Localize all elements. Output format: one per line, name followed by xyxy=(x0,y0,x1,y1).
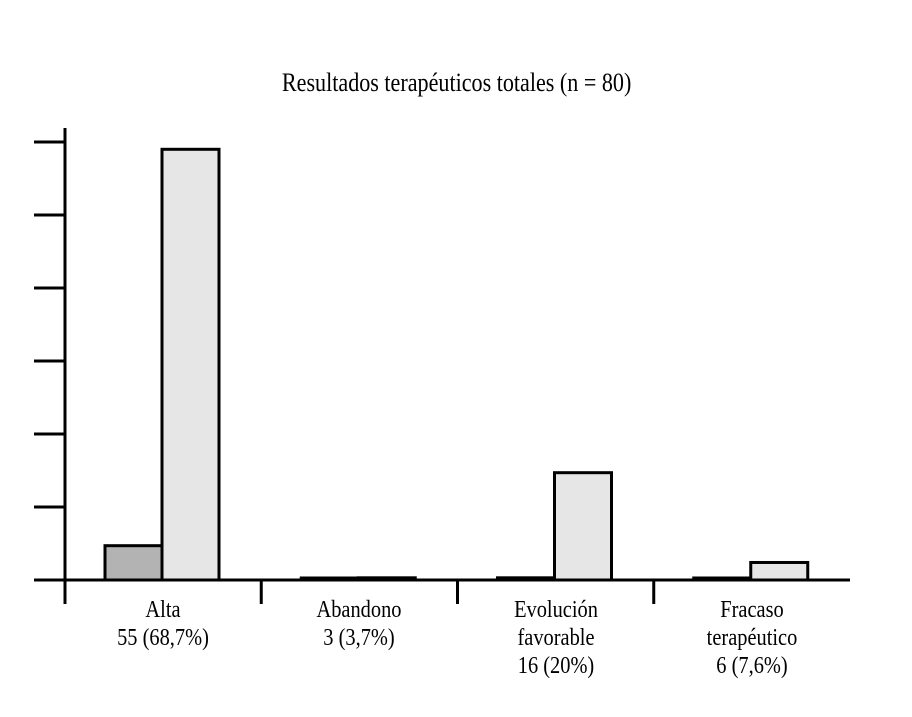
category-label-0: Alta 55 (68,7%) xyxy=(78,596,248,652)
category-label-line: 16 (20%) xyxy=(517,653,594,679)
category-label-line: terapéutico xyxy=(706,625,798,651)
chart-axes xyxy=(34,128,850,604)
category-label-2: Evolución favorable 16 (20%) xyxy=(471,596,641,680)
chart-bars xyxy=(103,147,810,582)
category-label-line: Evolución xyxy=(513,597,598,623)
bar-1-series-1 xyxy=(356,576,417,582)
category-label-line: favorable xyxy=(517,625,595,651)
category-label-line: Alta xyxy=(145,597,181,623)
category-label-3: Fracaso terapéutico 6 (7,6%) xyxy=(667,596,837,680)
chart-title: Resultados terapéuticos totales (n = 80) xyxy=(281,68,632,97)
bar-0-series-0 xyxy=(103,544,164,582)
category-label-line: Abandono xyxy=(316,597,402,623)
category-label-line: 3 (3,7%) xyxy=(323,625,396,651)
category-label-1: Abandono 3 (3,7%) xyxy=(274,596,444,652)
bar-0-series-1 xyxy=(160,147,221,582)
bar-3-series-0 xyxy=(692,576,753,582)
bar-3-series-1 xyxy=(749,560,810,582)
bar-1-series-0 xyxy=(299,576,360,582)
category-label-line: 55 (68,7%) xyxy=(117,625,210,651)
bar-2-series-1 xyxy=(553,471,613,582)
category-label-line: 6 (7,6%) xyxy=(716,653,788,679)
category-label-line: Fracaso xyxy=(720,597,784,623)
bar-2-series-0 xyxy=(496,576,556,582)
